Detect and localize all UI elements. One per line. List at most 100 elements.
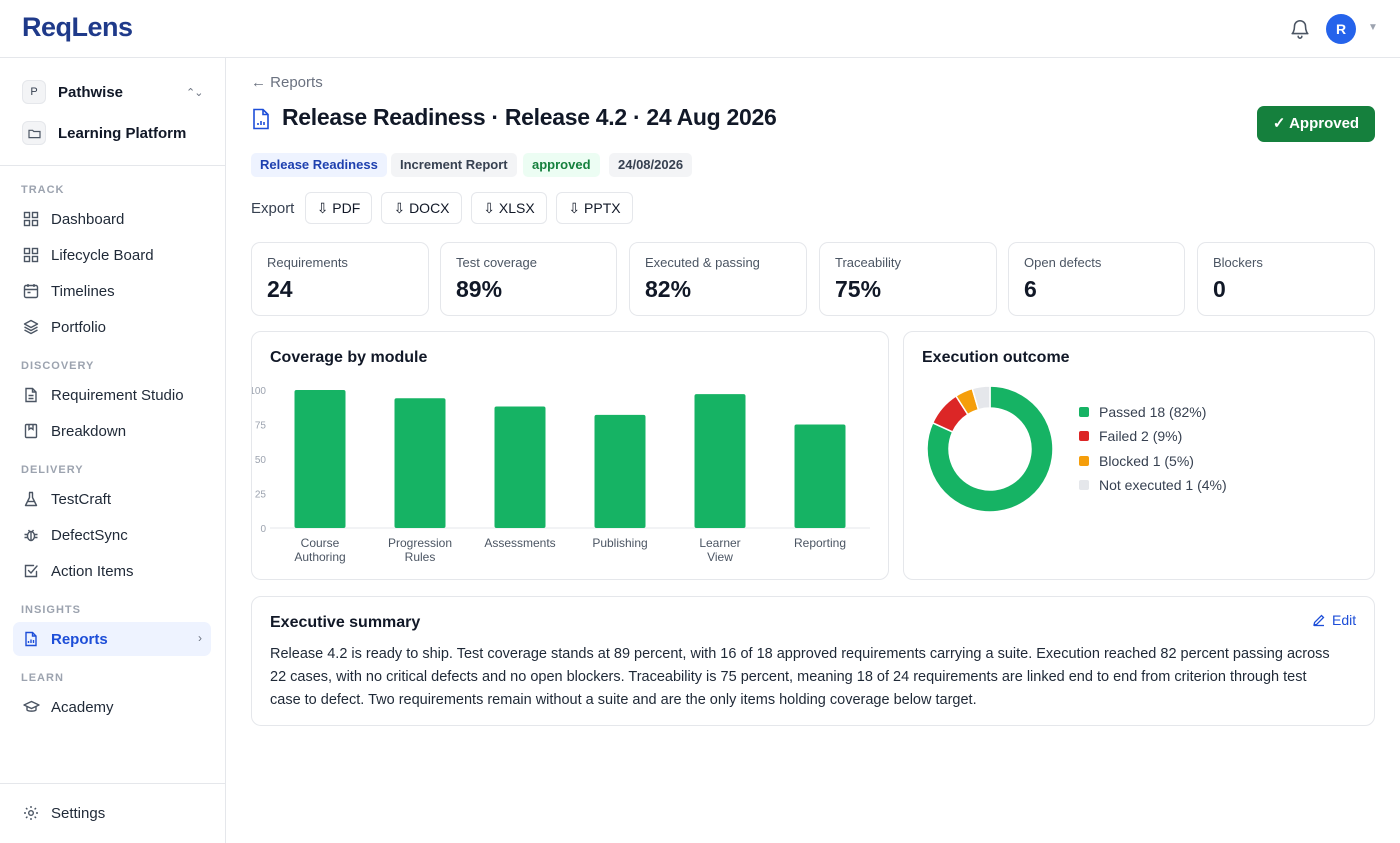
panel-title: Coverage by module [270,349,428,366]
sidebar-item-lifecycle-board[interactable]: Lifecycle Board [13,238,211,272]
sidebar-item-defectsync[interactable]: DefectSync [13,518,211,552]
sidebar-item-testcraft[interactable]: TestCraft [13,482,211,516]
tag-date: 24/08/2026 [609,153,693,177]
sidebar-item-portfolio[interactable]: Portfolio [13,310,211,344]
executive-summary-panel: Executive summary Release 4.2 is ready t… [251,596,1375,726]
sidebar-item-label: TestCraft [51,490,112,508]
bar [394,398,446,528]
stat-label: Executed & passing [645,255,760,270]
workspace-switcher[interactable]: P Pathwise [22,79,123,105]
y-tick-label: 0 [260,524,266,535]
bug-icon [22,526,40,544]
layers-icon [22,318,40,336]
checkbox-icon [22,562,40,580]
legend-label: Not executed [1099,477,1182,493]
bookmark-icon [22,422,40,440]
legend-label: Passed [1099,404,1146,420]
stat-card-test-coverage: Test coverage 89% [440,242,617,316]
edit-summary-button[interactable]: Edit [1312,612,1356,628]
calendar-icon [22,282,40,300]
x-tick-label: Assessments [484,536,555,550]
back-to-reports-link[interactable]: ← Reports [251,74,323,91]
stat-value: 75% [835,276,882,302]
legend-label: Failed [1099,428,1138,444]
pencil-icon [1313,614,1325,627]
top-bar: ReqLens R ▼ [0,0,1400,58]
chevron-down-icon[interactable]: ▼ [1368,22,1378,33]
sidebar-divider [0,783,225,784]
x-tick-label: View [707,550,733,564]
sidebar-item-label: Dashboard [51,210,125,228]
project-name: Learning Platform [58,124,187,142]
export-xlsx-button[interactable]: ⇩ XLSX [471,192,547,224]
status-badge: approved [523,153,600,177]
sidebar-item-academy[interactable]: Academy [13,690,211,724]
dashboard-icon [22,210,40,228]
workspace-badge: P [22,80,46,104]
gear-icon [22,804,40,822]
legend-item-blocked: Blocked 1 (5%) [1079,453,1194,469]
legend-swatch [1079,480,1089,490]
legend-detail: 2 (9%) [1141,428,1183,444]
legend-swatch [1079,431,1089,441]
project-selector[interactable]: Learning Platform [22,120,186,146]
sidebar-item-label: Timelines [51,282,115,300]
execution-outcome-panel: Execution outcome Passed 18 (82%) Failed… [903,331,1375,580]
sidebar-item-reports[interactable]: Reports › [13,622,211,656]
stat-value: 24 [267,276,293,302]
section-label-track: TRACK [21,184,65,196]
stat-value: 0 [1213,276,1226,302]
sidebar-item-dashboard[interactable]: Dashboard [13,202,211,236]
sidebar-item-action-items[interactable]: Action Items [13,554,211,588]
donut-slice [971,385,991,411]
sidebar-item-timelines[interactable]: Timelines [13,274,211,308]
stat-value: 82% [645,276,692,302]
approved-status-button[interactable]: ✓ Approved [1257,106,1375,142]
x-tick-label: Reporting [794,536,846,550]
section-label-discovery: DISCOVERY [21,360,95,372]
sidebar: P Pathwise ⌃⌄ Learning Platform TRACK Da… [0,58,226,843]
x-tick-label: Rules [405,550,436,564]
legend-item-failed: Failed 2 (9%) [1079,428,1182,444]
stat-card-executed-passing: Executed & passing 82% [629,242,807,316]
sidebar-item-label: Breakdown [51,422,127,440]
sidebar-item-label: Action Items [51,562,134,580]
stat-card-open-defects: Open defects 6 [1008,242,1185,316]
export-pdf-button[interactable]: ⇩ PDF [305,192,372,224]
sidebar-item-requirement-studio[interactable]: Requirement Studio [13,378,211,412]
legend-item-passed: Passed 18 (82%) [1079,404,1206,420]
execution-donut-chart [926,385,1054,513]
export-label: Export [251,200,295,217]
stat-label: Blockers [1213,255,1263,270]
edit-label: Edit [1332,612,1357,628]
bar [494,406,546,528]
bar [794,424,846,528]
bell-icon[interactable] [1289,17,1311,41]
sidebar-item-settings[interactable]: Settings [13,796,211,830]
sidebar-item-label: Requirement Studio [51,386,184,404]
x-tick-label: Authoring [294,550,345,564]
stat-label: Requirements [267,255,348,270]
stat-card-blockers: Blockers 0 [1197,242,1375,316]
y-tick-label: 75 [255,421,267,432]
sidebar-item-label: Reports [51,630,108,648]
report-icon [22,630,40,648]
document-icon [22,386,40,404]
x-tick-label: Progression [388,536,452,550]
panel-title: Executive summary [270,614,421,631]
summary-text: Release 4.2 is ready to ship. Test cover… [270,646,1330,708]
sidebar-item-label: Lifecycle Board [51,246,154,264]
export-pptx-button[interactable]: ⇩ PPTX [556,192,633,224]
stat-label: Traceability [835,255,901,270]
sidebar-item-label: Portfolio [51,318,107,336]
sidebar-item-breakdown[interactable]: Breakdown [13,414,211,448]
sidebar-divider [0,165,225,166]
export-docx-button[interactable]: ⇩ DOCX [381,192,462,224]
chevron-up-down-icon[interactable]: ⌃⌄ [186,87,203,99]
user-avatar[interactable]: R [1326,14,1356,44]
stat-value: 89% [456,276,503,302]
x-tick-label: Course [301,536,340,550]
legend-detail: 1 (5%) [1152,453,1194,469]
app-logo[interactable]: ReqLens [22,12,133,42]
